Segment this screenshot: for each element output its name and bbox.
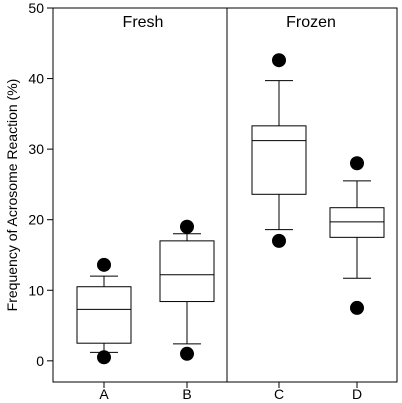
box-plots — [76, 53, 385, 365]
y-tick-label: 0 — [36, 353, 44, 369]
outlier-point — [350, 300, 364, 315]
y-tick-label: 20 — [28, 212, 44, 228]
box-plot-d — [329, 156, 385, 315]
outlier-point — [180, 346, 194, 361]
outlier-point — [272, 53, 286, 68]
outlier-point — [97, 257, 111, 272]
x-tick-label: B — [182, 386, 191, 402]
x-tick-label: A — [99, 386, 109, 402]
x-tick-label: D — [352, 386, 362, 402]
box-iqr — [76, 286, 132, 344]
y-tick-label: 10 — [28, 282, 44, 298]
box-plot-b — [159, 219, 215, 361]
box-plot-c — [251, 53, 307, 248]
box-iqr — [329, 207, 385, 238]
panel-label-frozen: Frozen — [286, 14, 336, 31]
x-tick-label: C — [274, 386, 284, 402]
x-axis: A B C D — [99, 382, 362, 402]
y-axis: 0 10 20 30 40 50 — [28, 0, 53, 369]
box-plot-a — [76, 257, 132, 365]
box-iqr — [251, 125, 307, 195]
outlier-point — [350, 156, 364, 171]
y-tick-label: 30 — [28, 141, 44, 157]
panel-label-fresh: Fresh — [123, 14, 164, 31]
outlier-point — [97, 350, 111, 365]
y-tick-label: 50 — [28, 0, 44, 16]
box-iqr — [159, 240, 215, 303]
outlier-point — [272, 233, 286, 248]
y-tick-label: 40 — [28, 71, 44, 87]
outlier-point — [180, 219, 194, 234]
plot-frame — [52, 7, 398, 383]
y-axis-label: Frequency of Acrosome Reaction (%) — [4, 79, 20, 312]
